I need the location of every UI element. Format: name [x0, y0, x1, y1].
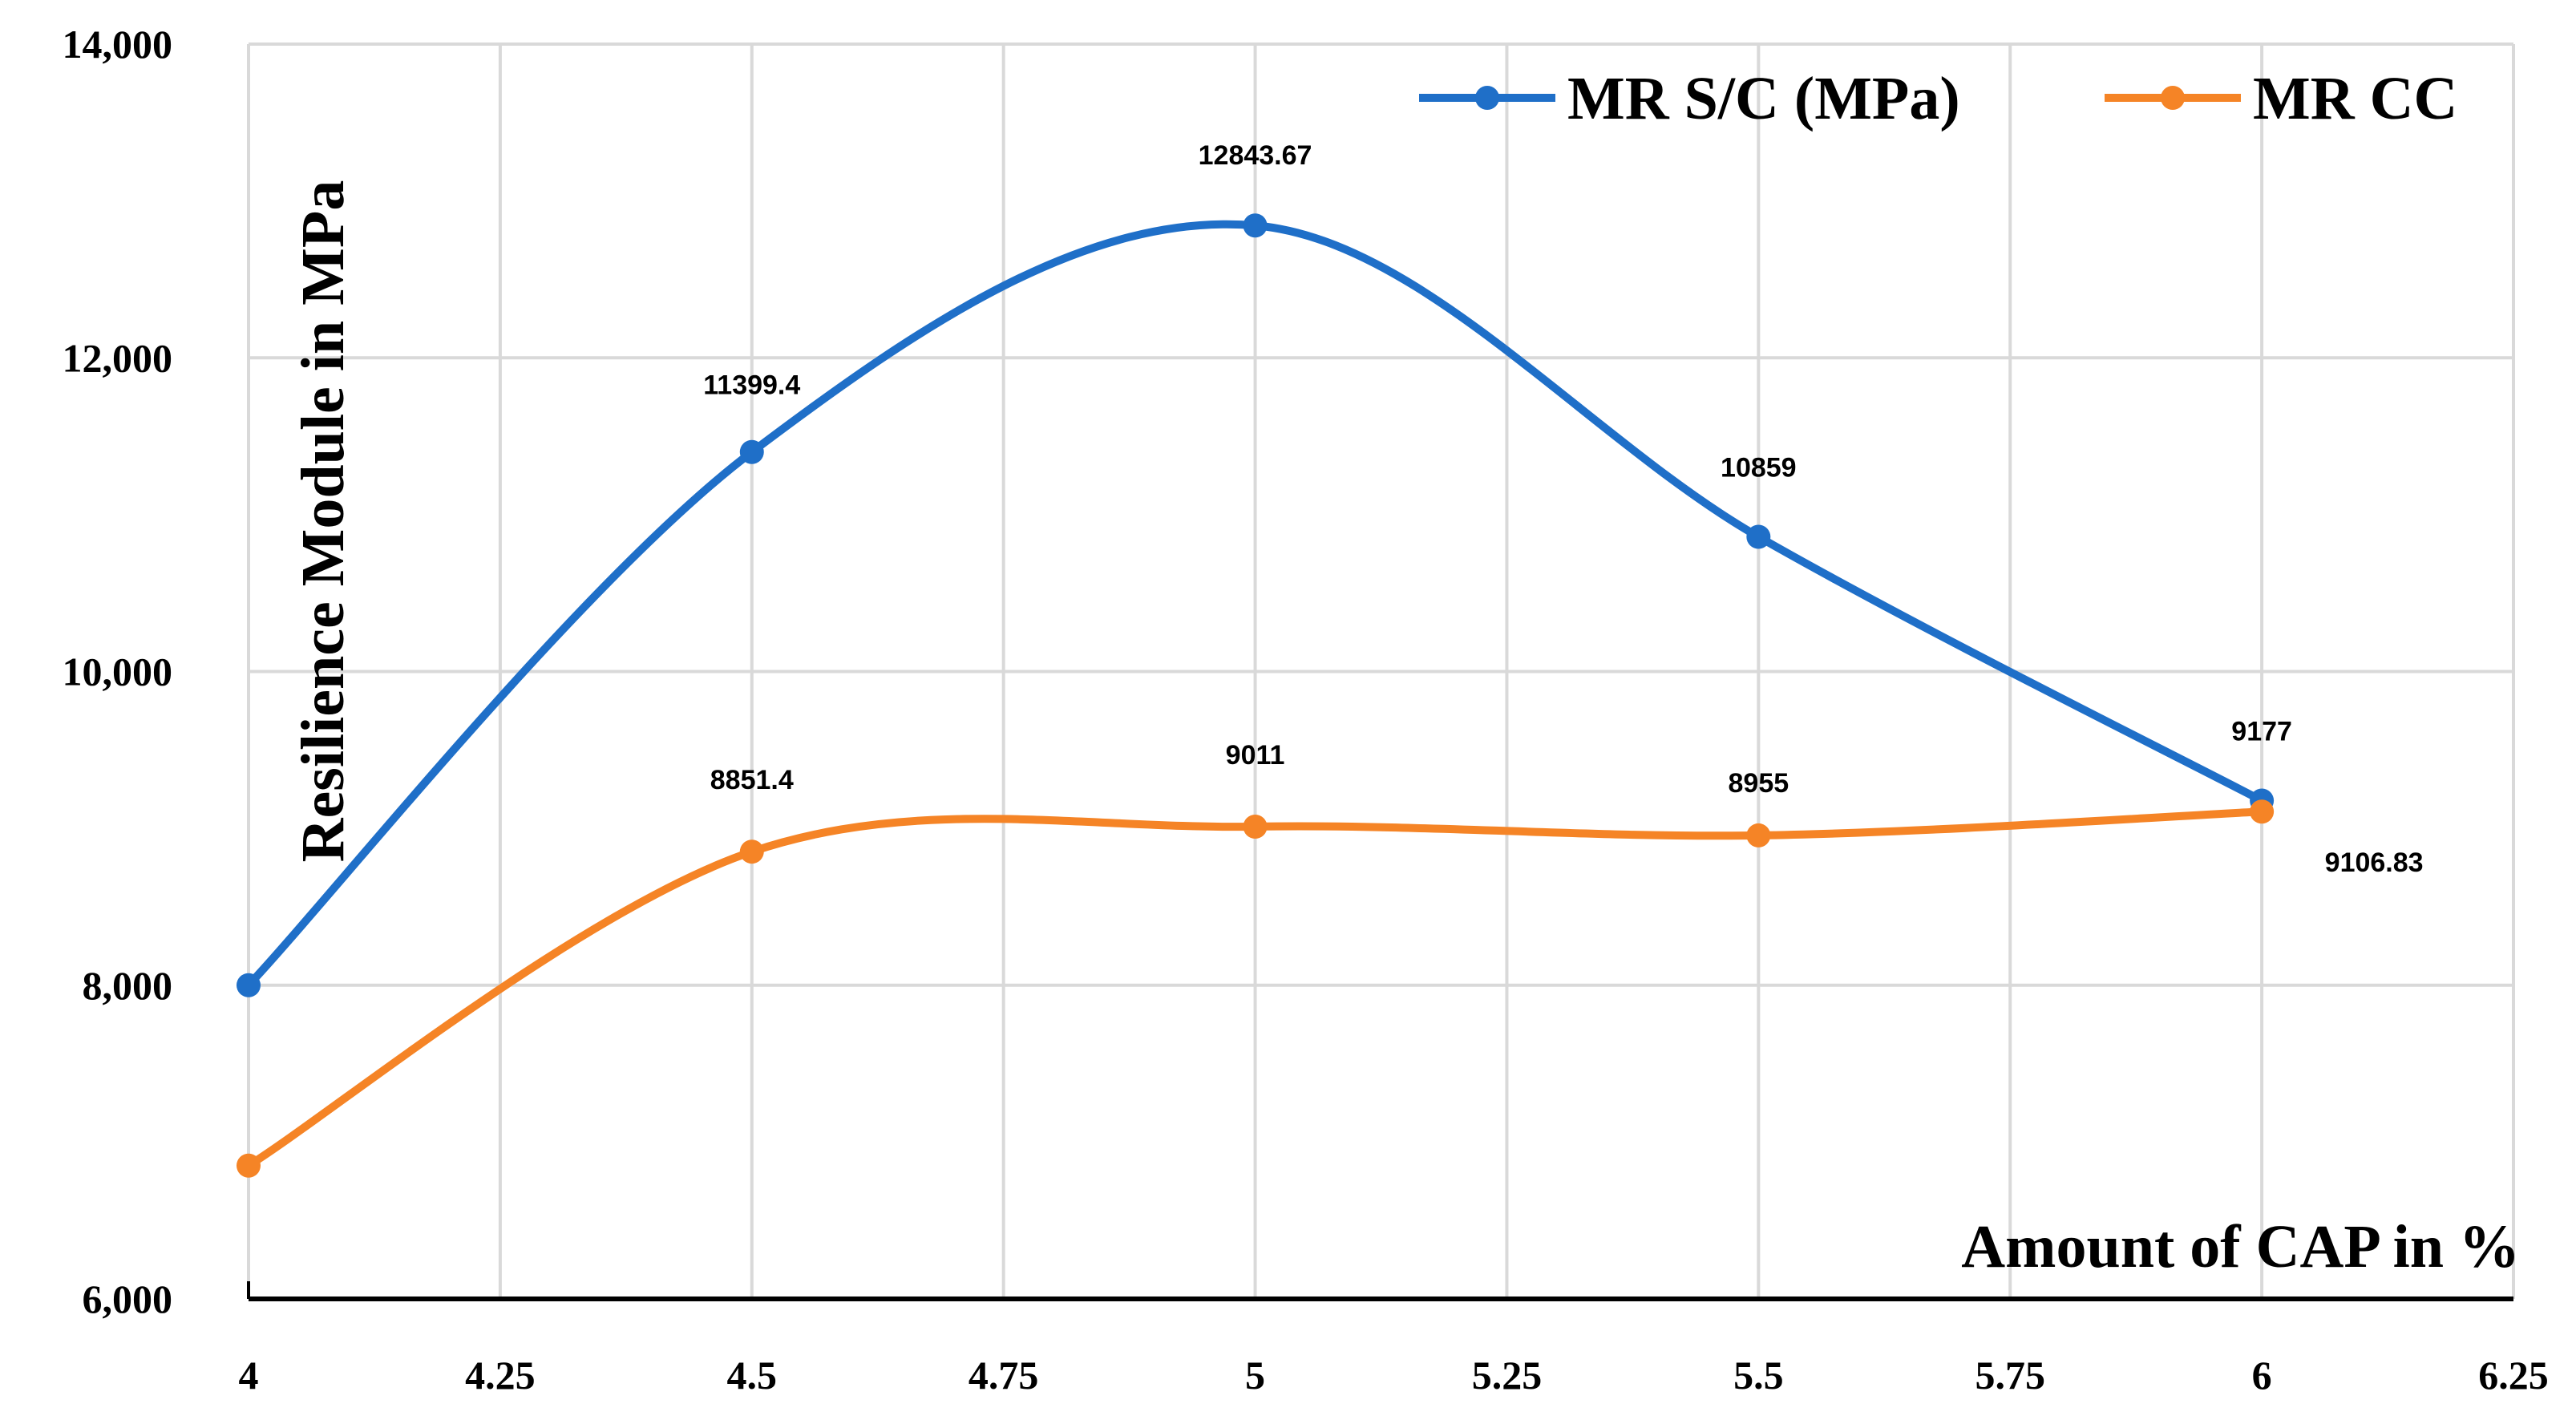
- data-label: 10859: [1721, 452, 1797, 483]
- y-tick-label: 12,000: [63, 335, 173, 380]
- x-tick-labels: 4 4.25 4.5 4.75 5 5.25 5.5 5.75 6 6.25: [239, 1353, 2549, 1398]
- data-point: [739, 839, 764, 864]
- data-label: 9177: [2231, 716, 2292, 746]
- y-axis-title: Resilience Module in MPa: [289, 180, 357, 863]
- x-tick-label: 6.25: [2478, 1353, 2549, 1398]
- data-point: [1746, 524, 1771, 549]
- data-label: 9011: [1226, 740, 1285, 771]
- x-tick-label: 5.75: [1975, 1353, 2045, 1398]
- legend-label: MR CC: [2253, 65, 2457, 132]
- data-labels: 11399.4 12843.67 10859 9177 8851.4 9011 8955 91…: [703, 140, 2423, 878]
- data-point: [739, 439, 764, 464]
- data-point: [1243, 814, 1268, 839]
- x-tick-label: 5: [1245, 1353, 1265, 1398]
- legend: MR S/C (MPa) MR CC: [1419, 65, 2457, 132]
- data-label: 11399.4: [703, 370, 800, 401]
- y-tick-label: 10,000: [63, 649, 173, 694]
- x-tick-label: 6: [2252, 1353, 2272, 1398]
- x-tick-label: 4.5: [727, 1353, 778, 1398]
- data-point: [1746, 823, 1771, 847]
- data-point: [237, 973, 261, 997]
- x-tick-label: 5.5: [1733, 1353, 1784, 1398]
- axes: [247, 1281, 2513, 1301]
- x-tick-label: 4: [239, 1353, 259, 1398]
- data-label: 8851.4: [710, 765, 794, 795]
- y-tick-label: 6,000: [83, 1276, 173, 1321]
- data-point: [1243, 213, 1268, 238]
- data-point: [237, 1153, 261, 1178]
- data-label: 9106.83: [2325, 847, 2424, 878]
- x-tick-label: 5.25: [1472, 1353, 1543, 1398]
- x-tick-label: 4.25: [465, 1353, 536, 1398]
- series-group: [237, 213, 2275, 1178]
- x-tick-label: 4.75: [969, 1353, 1039, 1398]
- y-tick-label: 8,000: [83, 963, 173, 1008]
- legend-label: MR S/C (MPa): [1567, 65, 1960, 132]
- grid-lines: [247, 42, 2515, 1299]
- data-label: 12843.67: [1199, 140, 1312, 171]
- legend-marker: [2161, 86, 2185, 110]
- x-axis-title: Amount of CAP in %: [1961, 1213, 2520, 1280]
- legend-marker: [1475, 86, 1499, 110]
- data-point: [2250, 799, 2275, 824]
- data-label: 8955: [1729, 768, 1789, 799]
- y-tick-labels: 6,000 8,000 10,000 12,000 14,000: [63, 22, 173, 1321]
- y-tick-label: 14,000: [63, 22, 173, 67]
